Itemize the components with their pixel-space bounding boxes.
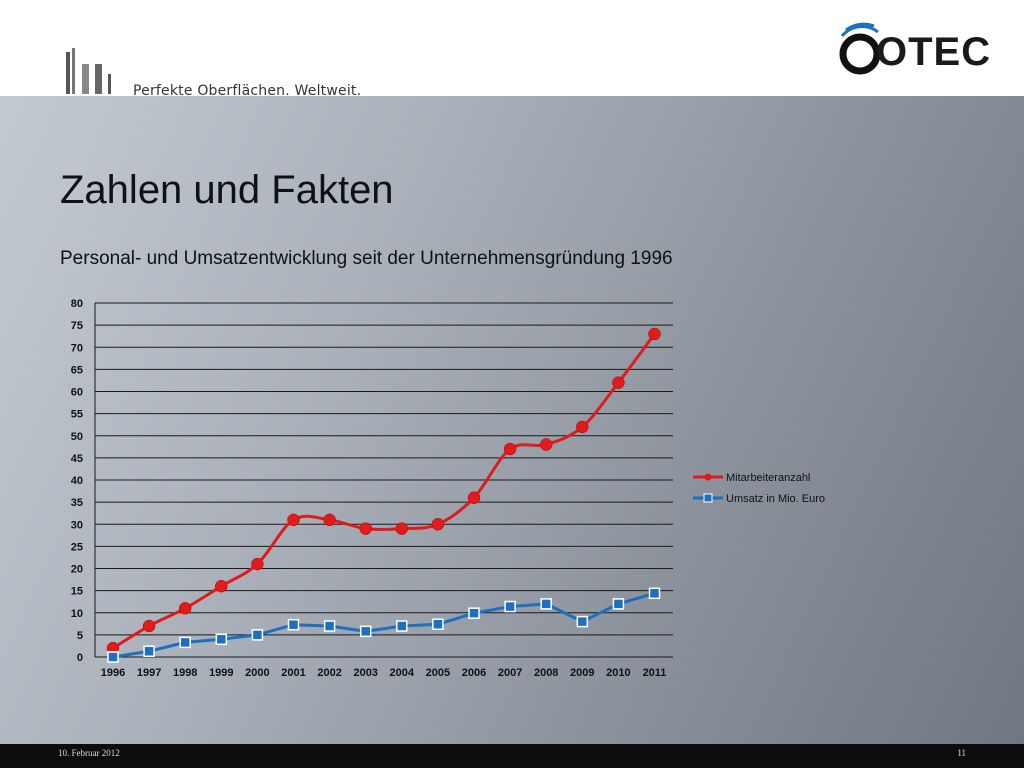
- legend-marker-0: [704, 473, 712, 481]
- y-tick-label: 20: [71, 564, 83, 576]
- slide-title: Zahlen und Fakten: [60, 168, 394, 212]
- data-point-0: [215, 579, 228, 593]
- series-line-0: [112, 333, 656, 650]
- data-point-0: [359, 522, 372, 535]
- y-tick-label: 10: [71, 608, 83, 620]
- x-tick-label: 2010: [606, 667, 630, 679]
- footer: 10. Februar 2012 11: [0, 744, 1024, 768]
- slide-background: [0, 96, 1024, 744]
- data-point-1: [504, 600, 516, 613]
- x-tick-label: 2004: [390, 667, 415, 679]
- y-tick-label: 30: [71, 519, 83, 531]
- x-tick-label: 2000: [245, 667, 269, 679]
- data-point-1: [107, 651, 119, 663]
- tagline: Perfekte Oberflächen. Weltweit.: [133, 83, 362, 99]
- legend-label: Umsatz in Mio. Euro: [726, 493, 825, 505]
- data-point-0: [178, 602, 192, 615]
- x-tick-label: 2005: [426, 667, 450, 679]
- brand-logo-icon: [839, 22, 881, 75]
- brand-name: OTEC: [876, 30, 992, 74]
- data-point-0: [648, 327, 661, 341]
- y-tick-label: 70: [71, 342, 83, 354]
- data-point-0: [323, 513, 336, 527]
- x-tick-label: 1997: [137, 667, 161, 679]
- x-tick-label: 2008: [534, 667, 558, 679]
- data-point-1: [612, 598, 625, 610]
- line-chart: 0 5 10 15 20 25 30 35 40 45 50 55 60 65 70 75 80 1996 1997…: [71, 298, 825, 679]
- series-line-1: [112, 591, 655, 659]
- y-tick-label: 25: [71, 541, 83, 553]
- data-point-0: [576, 420, 589, 434]
- data-point-1: [215, 633, 228, 646]
- y-tick-label: 65: [71, 364, 83, 376]
- x-tick-label: 1999: [209, 667, 233, 679]
- data-point-1: [432, 618, 444, 631]
- y-tick-label: 60: [71, 387, 83, 399]
- y-tick-label: 80: [71, 298, 83, 310]
- data-point-1: [323, 620, 336, 632]
- x-tick-label: 2002: [317, 667, 341, 679]
- y-tick-label: 40: [71, 475, 83, 487]
- x-tick-label: 2011: [643, 667, 667, 679]
- x-tick-label: 2009: [570, 667, 594, 679]
- data-point-1: [576, 615, 589, 628]
- x-tick-label: 1996: [101, 667, 125, 679]
- data-point-1: [251, 629, 264, 641]
- data-point-1: [359, 625, 372, 638]
- data-point-0: [539, 438, 553, 451]
- x-tick-label: 2006: [462, 667, 486, 679]
- data-point-0: [395, 522, 409, 535]
- y-tick-label: 5: [77, 630, 83, 642]
- data-point-1: [179, 636, 191, 649]
- x-tick-label: 2007: [498, 667, 522, 679]
- legend-marker-1: [703, 493, 713, 503]
- legend-label: Mitarbeiteranzahl: [726, 472, 810, 484]
- data-point-0: [612, 376, 625, 389]
- y-tick-label: 55: [71, 409, 83, 421]
- data-point-0: [503, 442, 517, 456]
- slide-subtitle: Personal- und Umsatzentwicklung seit der…: [60, 248, 673, 269]
- y-tick-label: 45: [71, 453, 83, 465]
- page-number: 11: [957, 748, 966, 758]
- x-tick-label: 2001: [281, 667, 305, 679]
- y-tick-label: 50: [71, 431, 83, 443]
- data-point-1: [287, 618, 300, 631]
- y-tick-label: 75: [71, 320, 83, 332]
- data-point-1: [540, 598, 552, 610]
- header: Perfekte Oberflächen. Weltweit. Perfekte…: [0, 0, 1024, 124]
- data-point-1: [143, 645, 155, 657]
- footer-date: 10. Februar 2012: [58, 748, 120, 758]
- x-tick-label: 2003: [353, 667, 377, 679]
- data-point-0: [251, 557, 264, 571]
- y-tick-label: 35: [71, 497, 83, 509]
- x-tick-label: 1998: [173, 667, 197, 679]
- data-point-1: [648, 587, 661, 600]
- y-tick-label: 0: [77, 652, 83, 664]
- data-point-1: [396, 620, 408, 632]
- data-point-0: [142, 619, 156, 633]
- y-tick-label: 15: [71, 586, 83, 598]
- data-point-0: [431, 518, 445, 531]
- data-point-0: [287, 513, 300, 527]
- data-point-1: [468, 607, 480, 619]
- data-point-0: [467, 491, 481, 504]
